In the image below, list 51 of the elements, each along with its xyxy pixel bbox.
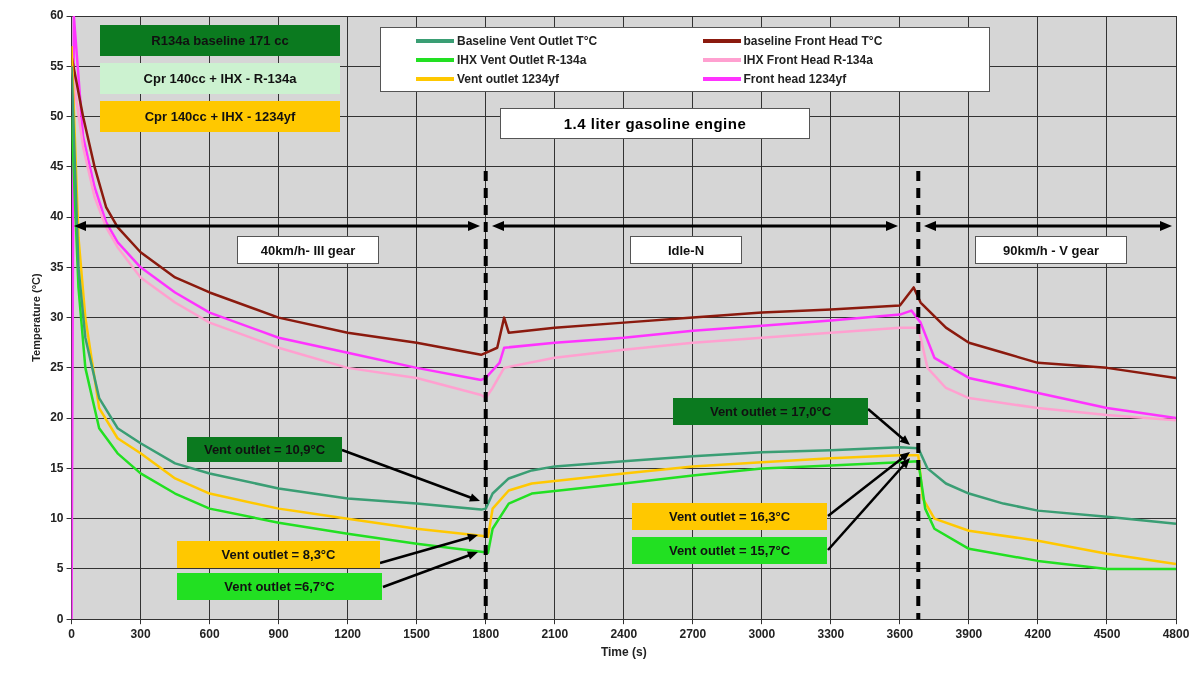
note-box: Vent outlet =6,7°C [177,573,382,600]
x-axis-title: Time (s) [600,645,647,660]
y-tick-label: 50 [50,108,64,123]
x-tick-label: 2400 [610,626,638,641]
x-tick-label: 3000 [748,626,776,641]
x-tick-label: 4200 [1024,626,1052,641]
y-tick-label: 15 [50,460,64,475]
legend-label: IHX Front Head R-134a [743,52,873,67]
x-tick-label: 3900 [955,626,983,641]
note-box: 90km/h - V gear [975,236,1127,264]
x-tick-label: 4500 [1093,626,1121,641]
legend-label: Front head 1234yf [743,71,847,86]
y-tick-label: 25 [50,360,64,375]
y-tick-label: 60 [50,8,64,23]
y-tick-label: 45 [50,159,64,174]
y-tick-label: 0 [56,611,64,626]
x-tick-label: 0 [68,626,76,641]
legend-label: Baseline Vent Outlet T°C [457,33,598,48]
note-box: Cpr 140cc + IHX - R-134a [100,63,340,94]
note-box: Idle-N [630,236,742,264]
x-tick-label: 2100 [541,626,569,641]
y-tick-label: 5 [56,561,64,576]
legend-label: IHX Vent Outlet R-134a [457,52,587,67]
note-box: Vent outlet = 15,7°C [632,537,827,564]
note-box: Vent outlet = 17,0°C [673,398,868,425]
x-tick-label: 4800 [1162,626,1190,641]
x-tick-label: 1800 [472,626,500,641]
x-tick-label: 3300 [817,626,845,641]
note-box: Vent outlet = 16,3°C [632,503,827,530]
title-box: 1.4 liter gasoline engine [500,108,810,139]
y-tick-label: 55 [50,58,64,73]
legend-label: baseline Front Head T°C [743,33,883,48]
x-tick-label: 1200 [334,626,362,641]
note-box: Cpr 140cc + IHX - 1234yf [100,101,340,132]
note-box: Vent outlet = 10,9°C [187,437,342,462]
y-tick-label: 35 [50,259,64,274]
x-tick-label: 900 [268,626,289,641]
y-tick-label: 20 [50,410,64,425]
y-tick-label: 10 [50,510,64,525]
x-tick-label: 2700 [679,626,707,641]
x-tick-label: 3600 [886,626,914,641]
x-tick-label: 300 [130,626,151,641]
y-axis-title: Temperature (°C) [29,272,42,362]
legend-label: Vent outlet 1234yf [457,71,560,86]
note-box: R134a baseline 171 cc [100,25,340,56]
note-box: 40km/h- III gear [237,236,379,264]
y-tick-label: 40 [50,209,64,224]
y-tick-label: 30 [50,309,64,324]
x-tick-label: 600 [199,626,220,641]
x-tick-label: 1500 [403,626,431,641]
note-box: Vent outlet = 8,3°C [177,541,380,568]
